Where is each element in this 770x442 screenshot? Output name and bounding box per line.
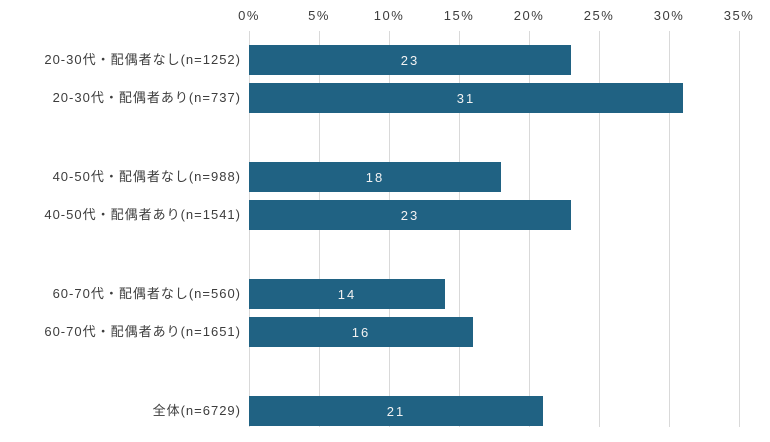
x-axis-tick-label: 0% xyxy=(238,8,260,23)
bar-value-label: 14 xyxy=(337,286,357,302)
category-label: 全体(n=6729) xyxy=(152,403,241,418)
category-label: 60-70代・配偶者なし(n=560) xyxy=(52,286,241,301)
category-label: 60-70代・配偶者あり(n=1651) xyxy=(44,324,241,339)
bar: 23 xyxy=(249,45,571,75)
bar: 18 xyxy=(249,162,501,192)
gridline xyxy=(599,31,600,427)
bar-value-label: 23 xyxy=(400,207,420,223)
bar-value-label: 31 xyxy=(456,90,476,106)
bar: 31 xyxy=(249,83,683,113)
category-label: 40-50代・配偶者なし(n=988) xyxy=(52,169,241,184)
x-axis-tick-label: 35% xyxy=(723,8,755,23)
gridline xyxy=(669,31,670,427)
bar-value-label: 23 xyxy=(400,52,420,68)
x-axis-tick-label: 30% xyxy=(653,8,685,23)
bar: 16 xyxy=(249,317,473,347)
x-axis-tick-label: 25% xyxy=(583,8,615,23)
category-label: 20-30代・配偶者あり(n=737) xyxy=(52,90,241,105)
x-axis-tick-label: 15% xyxy=(443,8,475,23)
category-label: 20-30代・配偶者なし(n=1252) xyxy=(44,52,241,67)
x-axis-tick-label: 5% xyxy=(308,8,330,23)
category-label: 40-50代・配偶者あり(n=1541) xyxy=(44,207,241,222)
bar: 23 xyxy=(249,200,571,230)
bar: 21 xyxy=(249,396,543,426)
bar: 14 xyxy=(249,279,445,309)
x-axis-tick-label: 10% xyxy=(373,8,405,23)
bar-value-label: 18 xyxy=(365,169,385,185)
gridline xyxy=(739,31,740,427)
bar-value-label: 21 xyxy=(386,403,406,419)
bar-value-label: 16 xyxy=(351,324,371,340)
x-axis-tick-label: 20% xyxy=(513,8,545,23)
